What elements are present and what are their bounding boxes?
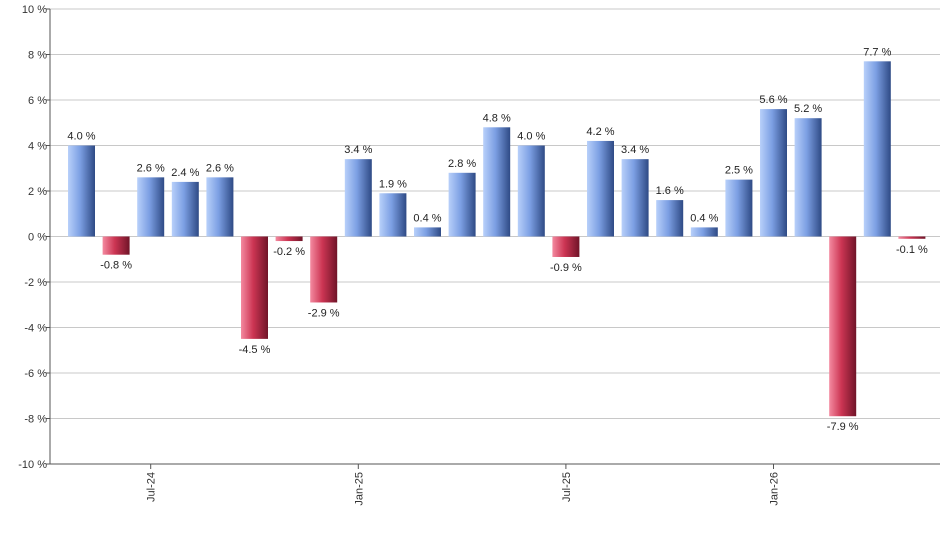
data-label: -0.2 % bbox=[273, 246, 305, 258]
data-label: 7.7 % bbox=[863, 46, 891, 58]
data-label: 0.4 % bbox=[413, 212, 441, 224]
data-label: 0.4 % bbox=[690, 212, 718, 224]
bar-negative bbox=[275, 236, 303, 242]
bar-positive bbox=[414, 227, 441, 237]
y-tick-label: 10 % bbox=[22, 4, 47, 16]
data-label: 1.6 % bbox=[656, 185, 684, 197]
bar-positive bbox=[448, 172, 476, 237]
bar-positive bbox=[344, 159, 372, 237]
bar-positive bbox=[656, 200, 684, 237]
y-tick-label: 0 % bbox=[28, 232, 47, 244]
y-tick-label: -2 % bbox=[24, 277, 47, 289]
data-label: 2.6 % bbox=[206, 162, 234, 174]
data-label: -0.1 % bbox=[896, 244, 928, 256]
data-label: 5.2 % bbox=[794, 103, 822, 115]
bar-positive bbox=[483, 127, 511, 237]
data-label: 2.4 % bbox=[171, 167, 199, 179]
data-label: 1.9 % bbox=[379, 178, 407, 190]
bar-negative bbox=[241, 236, 268, 339]
bar-positive bbox=[794, 118, 822, 237]
x-axis-ticks: Jul-24 Jan-25 Jul-25 Jan-26 bbox=[146, 464, 781, 506]
bar-negative bbox=[552, 236, 580, 257]
x-tick-label: Jul-24 bbox=[146, 472, 158, 502]
bar-positive bbox=[587, 140, 614, 237]
bar-negative bbox=[829, 236, 857, 417]
data-label: -0.8 % bbox=[100, 260, 132, 272]
bar-positive bbox=[206, 177, 234, 237]
x-tick-label: Jul-25 bbox=[561, 472, 573, 502]
data-label: -7.9 % bbox=[827, 421, 859, 433]
bar-positive bbox=[621, 159, 649, 237]
data-label: 2.8 % bbox=[448, 158, 476, 170]
data-label: 3.4 % bbox=[621, 144, 649, 156]
y-tick-label: 8 % bbox=[28, 50, 47, 62]
y-tick-label: 6 % bbox=[28, 95, 47, 107]
bar-positive bbox=[137, 177, 165, 237]
data-label: -2.9 % bbox=[308, 307, 340, 319]
bar-positive bbox=[760, 109, 787, 237]
data-label: 4.0 % bbox=[517, 131, 545, 143]
y-tick-label: -10 % bbox=[18, 459, 47, 471]
x-tick-label: Jan-26 bbox=[769, 472, 781, 506]
data-label: 4.2 % bbox=[586, 126, 614, 138]
data-label: -4.5 % bbox=[239, 344, 271, 356]
y-tick-label: -6 % bbox=[24, 368, 47, 380]
y-axis-ticks: 10 % 8 % 6 % 4 % 2 % 0 % -2 % -4 % -6 % -8 % -10 % bbox=[18, 4, 50, 471]
x-tick-label: Jan-25 bbox=[353, 472, 365, 506]
data-label: 2.5 % bbox=[725, 165, 753, 177]
data-labels: 4.0 % -0.8 % 2.6 % 2.4 % 2.6 % -4.5 % -0.2 % -2… bbox=[67, 46, 928, 433]
data-label: 3.4 % bbox=[344, 144, 372, 156]
data-label: 4.8 % bbox=[483, 112, 511, 124]
bar-positive bbox=[517, 145, 545, 237]
bars bbox=[68, 61, 926, 417]
y-tick-label: 4 % bbox=[28, 141, 47, 153]
data-label: -0.9 % bbox=[550, 262, 582, 274]
y-tick-label: 2 % bbox=[28, 186, 47, 198]
bar-positive bbox=[68, 145, 95, 237]
bar-positive bbox=[725, 179, 753, 237]
data-label: 5.6 % bbox=[759, 94, 787, 106]
bar-negative bbox=[310, 236, 338, 303]
bar-negative bbox=[102, 236, 130, 255]
data-label: 2.6 % bbox=[137, 162, 165, 174]
axes bbox=[49, 9, 940, 465]
bar-positive bbox=[379, 193, 407, 237]
bar-positive bbox=[171, 181, 199, 237]
bar-positive bbox=[863, 61, 891, 237]
data-label: 4.0 % bbox=[67, 131, 95, 143]
y-tick-label: -4 % bbox=[24, 323, 47, 335]
bar-positive bbox=[690, 227, 718, 237]
bar-negative bbox=[898, 236, 926, 239]
y-tick-label: -8 % bbox=[24, 414, 47, 426]
